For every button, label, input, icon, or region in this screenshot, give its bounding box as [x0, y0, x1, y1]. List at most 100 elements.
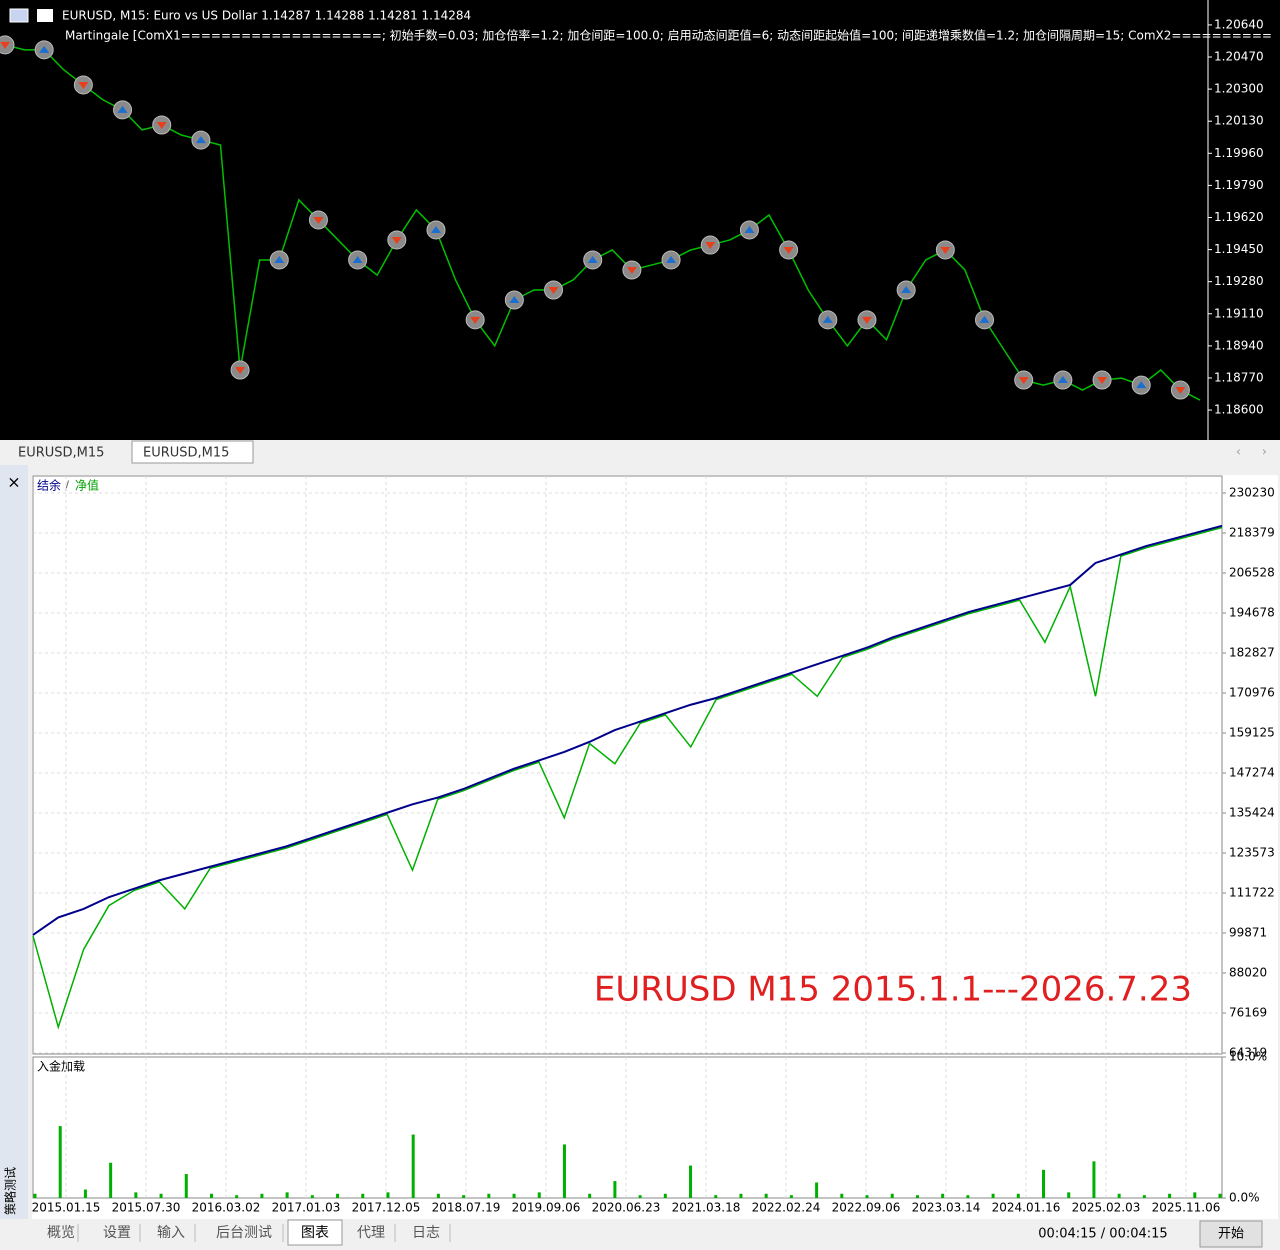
trade-arrow: [352, 255, 363, 263]
trade-arrow: [666, 255, 677, 263]
bar: [1016, 1193, 1020, 1198]
bar: [890, 1193, 894, 1198]
series-line: [32, 524, 1223, 936]
annotation: EURUSD M15 2015.1.1---2026.7.23: [594, 970, 1192, 1010]
y-tick-label: 1.20470: [1214, 50, 1264, 64]
bar: [58, 1126, 62, 1198]
trade-arrow: [744, 225, 755, 233]
y-tick-label: 0.0%: [1229, 1191, 1260, 1205]
bar: [285, 1192, 289, 1198]
trade-arrow: [117, 105, 128, 113]
y-tick-label: 1.19110: [1214, 306, 1264, 320]
chart-icon: [37, 9, 53, 22]
bar: [411, 1134, 415, 1198]
bar: [462, 1195, 466, 1198]
y-tick-label: 1.18770: [1214, 370, 1264, 384]
start-button[interactable]: [1199, 1220, 1263, 1248]
y-tick-label: 10.0%: [1229, 1050, 1267, 1064]
trade-arrow: [822, 315, 833, 323]
trade-arrow: [1097, 377, 1108, 385]
tab-nav[interactable]: ›: [1262, 445, 1267, 459]
tab-nav[interactable]: ‹: [1236, 445, 1241, 459]
bottom-bar: [0, 1219, 1280, 1250]
trade-arrow: [78, 81, 89, 89]
trade-arrow: [783, 246, 794, 254]
tester-tab[interactable]: 输入: [157, 1225, 185, 1241]
tester-tab[interactable]: 代理: [357, 1225, 385, 1241]
bar: [537, 1192, 541, 1198]
bar: [638, 1195, 642, 1198]
x-tick-label: 2025.11.06: [1152, 1201, 1221, 1215]
trade-arrow: [313, 216, 324, 224]
x-tick-label: 2025.02.03: [1072, 1201, 1141, 1215]
bar: [1193, 1192, 1197, 1198]
close-button[interactable]: ×: [7, 473, 20, 492]
trade-arrow: [1057, 376, 1068, 384]
bar: [33, 1193, 37, 1198]
legend-entry: 结余: [37, 478, 61, 493]
bar: [209, 1193, 213, 1198]
y-tick-label: 1.19790: [1214, 178, 1264, 192]
bar: [991, 1193, 995, 1198]
tester-tab[interactable]: 概览: [47, 1225, 75, 1241]
bar: [815, 1182, 819, 1198]
trade-arrow: [705, 242, 716, 250]
y-tick-label: 1.19450: [1214, 242, 1264, 256]
bar: [109, 1162, 113, 1198]
y-tick-label: 170976: [1229, 686, 1275, 700]
bar: [1168, 1193, 1172, 1198]
panel-label: 策略测试: [3, 1167, 18, 1215]
x-tick-label: 2016.03.02: [192, 1201, 261, 1215]
bar: [789, 1195, 793, 1198]
x-tick-label: 2017.12.05: [352, 1201, 421, 1215]
bar: [588, 1193, 592, 1198]
flag-icon: [9, 8, 29, 23]
tester-tab[interactable]: 后台测试: [216, 1225, 272, 1241]
y-tick-label: 64319: [1229, 1046, 1267, 1060]
x-tick-label: 2022.02.24: [752, 1201, 821, 1215]
tester-tab[interactable]: 图表: [301, 1225, 329, 1241]
bar: [1042, 1169, 1046, 1198]
bar: [562, 1144, 566, 1198]
bar: [764, 1193, 768, 1198]
load-plot: [32, 1056, 1223, 1199]
bar: [1218, 1193, 1222, 1198]
y-tick-label: 230230: [1229, 486, 1275, 500]
tester-chart-bg: [32, 475, 1278, 1219]
equity-plot: [32, 475, 1223, 1055]
symbol-info: EURUSD, M15: Euro vs US Dollar 1.14287 1…: [62, 9, 471, 23]
expert-params: Martingale [ComX1====================; 初…: [65, 28, 1272, 43]
chart-tab[interactable]: EURUSD,M15: [143, 446, 229, 461]
active-tab[interactable]: [131, 440, 254, 464]
bar: [83, 1189, 87, 1198]
bar: [386, 1192, 390, 1198]
trade-arrow: [235, 367, 246, 375]
active-tab[interactable]: [287, 1219, 343, 1246]
side-strip: [0, 465, 28, 1250]
y-tick-label: 1.18940: [1214, 338, 1264, 352]
y-tick-label: 1.19960: [1214, 146, 1264, 160]
legend-entry: 净值: [75, 478, 99, 493]
y-tick-label: 1.20130: [1214, 114, 1264, 128]
bar: [739, 1193, 743, 1198]
tester-tab[interactable]: 日志: [412, 1225, 440, 1241]
y-tick-label: 1.19280: [1214, 274, 1264, 288]
trade-arrow: [940, 246, 951, 254]
bar: [1117, 1193, 1121, 1198]
trade-arrow: [156, 121, 167, 129]
trade-arrow: [901, 285, 912, 293]
bar: [689, 1165, 693, 1198]
bar: [310, 1195, 314, 1198]
start-button-label[interactable]: 开始: [1218, 1227, 1244, 1242]
trade-arrow: [861, 316, 872, 324]
y-tick-label: 135424: [1229, 805, 1275, 819]
chart-tab[interactable]: EURUSD,M15: [18, 446, 104, 461]
tester-tab[interactable]: 设置: [103, 1225, 131, 1241]
trade-arrow: [391, 236, 402, 244]
bar: [1092, 1161, 1096, 1198]
y-tick-label: 218379: [1229, 526, 1275, 540]
bar: [966, 1195, 970, 1198]
y-tick-label: 194678: [1229, 605, 1275, 619]
trade-arrow: [39, 45, 50, 53]
